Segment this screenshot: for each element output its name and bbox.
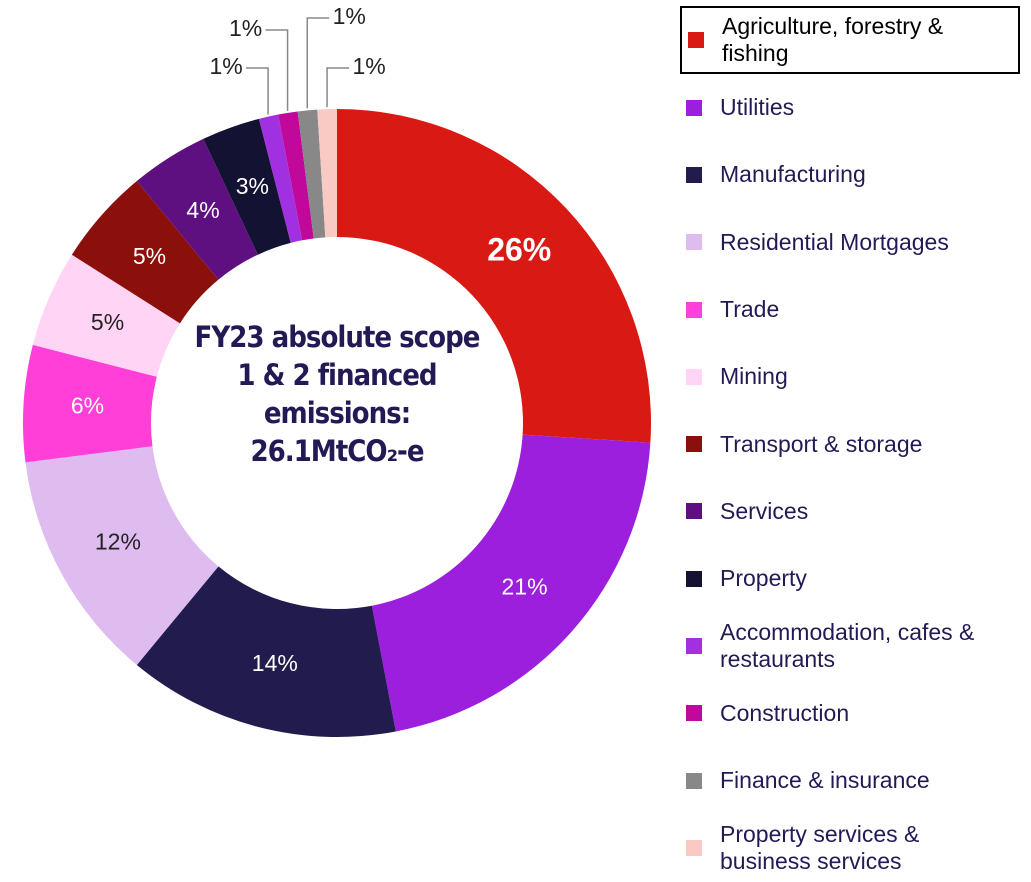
- legend-swatch: [686, 166, 702, 183]
- leader-line: [326, 67, 350, 108]
- legend-swatch: [686, 839, 702, 856]
- data-label: 12%: [95, 529, 141, 555]
- legend-item[interactable]: Residential Mortgages: [680, 209, 1020, 276]
- legend-label: Construction: [720, 699, 850, 726]
- legend-label: Agriculture, forestry & fishing: [722, 13, 944, 66]
- data-label: 4%: [186, 197, 219, 223]
- data-label: 14%: [252, 650, 298, 676]
- data-label: 1%: [333, 3, 366, 29]
- legend-swatch: [686, 436, 702, 453]
- legend-item[interactable]: Construction: [680, 680, 1020, 747]
- data-label: 1%: [352, 53, 385, 79]
- legend-item[interactable]: Property services & business services: [680, 814, 1020, 881]
- legend-label: Trade: [720, 296, 780, 323]
- leader-line: [265, 29, 289, 111]
- data-label: 21%: [502, 573, 548, 599]
- legend-item[interactable]: Property: [680, 545, 1020, 612]
- data-label: 1%: [229, 15, 262, 41]
- legend-swatch: [686, 772, 702, 789]
- donut-slice: [136, 566, 396, 737]
- data-label: 26%: [487, 231, 551, 267]
- legend-item[interactable]: Accommodation, cafes & restaurants: [680, 612, 1020, 679]
- donut-slice: [136, 138, 258, 280]
- legend-label: Property services & business services: [720, 820, 920, 874]
- legend-label: Mining: [720, 363, 788, 390]
- donut-slice: [203, 118, 291, 255]
- legend-label: Accommodation, cafes & restaurants: [720, 619, 975, 673]
- donut-slice: [278, 111, 314, 241]
- leader-line: [246, 67, 269, 115]
- legend-item[interactable]: Services: [680, 478, 1020, 545]
- legend-label: Services: [720, 497, 809, 524]
- legend-swatch: [686, 638, 702, 655]
- data-label: 5%: [91, 309, 124, 335]
- donut-slice: [258, 114, 303, 243]
- legend-item[interactable]: Mining: [680, 343, 1020, 410]
- legend-swatch: [688, 32, 704, 48]
- legend-item[interactable]: Transport & storage: [680, 410, 1020, 477]
- donut-slice: [25, 446, 219, 665]
- legend-label: Manufacturing: [720, 161, 866, 188]
- data-label: 6%: [71, 392, 104, 418]
- legend-swatch: [686, 99, 702, 116]
- legend-label: Residential Mortgages: [720, 228, 949, 255]
- legend-swatch: [686, 301, 702, 318]
- donut-slice: [32, 254, 180, 377]
- legend-swatch: [686, 368, 702, 385]
- chart: 26% 21% 14% 12% 6% 5% 5% 4% 3% 1% 1% 1% 1%: [23, 3, 651, 737]
- leader-line: [306, 17, 330, 109]
- legend-item[interactable]: Agriculture, forestry & fishing: [680, 6, 1020, 74]
- data-label: 5%: [133, 243, 166, 269]
- donut-slice: [23, 344, 157, 463]
- legend: Agriculture, forestry & fishing Utilities…: [680, 6, 1020, 882]
- legend-swatch: [686, 705, 702, 722]
- legend-item[interactable]: Finance & insurance: [680, 747, 1020, 814]
- donut-slice: [297, 109, 326, 239]
- data-label: 1%: [209, 53, 242, 79]
- legend-item[interactable]: Trade: [680, 276, 1020, 343]
- donut-slice: [371, 434, 651, 732]
- donut-slice: [71, 181, 219, 324]
- legend-label: Property: [720, 565, 807, 592]
- donut-slice: [317, 109, 337, 238]
- legend-swatch: [686, 570, 702, 587]
- legend-item[interactable]: Utilities: [680, 74, 1020, 141]
- legend-swatch: [686, 234, 702, 251]
- center-text: FY23 absolute scope 1 & 2 financed emiss…: [194, 320, 481, 468]
- legend-swatch: [686, 503, 702, 520]
- legend-label: Transport & storage: [720, 430, 923, 457]
- donut-slice: [337, 109, 651, 443]
- legend-label: Finance & insurance: [720, 767, 930, 794]
- legend-label: Utilities: [720, 94, 795, 121]
- data-label: 3%: [236, 173, 269, 199]
- legend-item[interactable]: Manufacturing: [680, 141, 1020, 208]
